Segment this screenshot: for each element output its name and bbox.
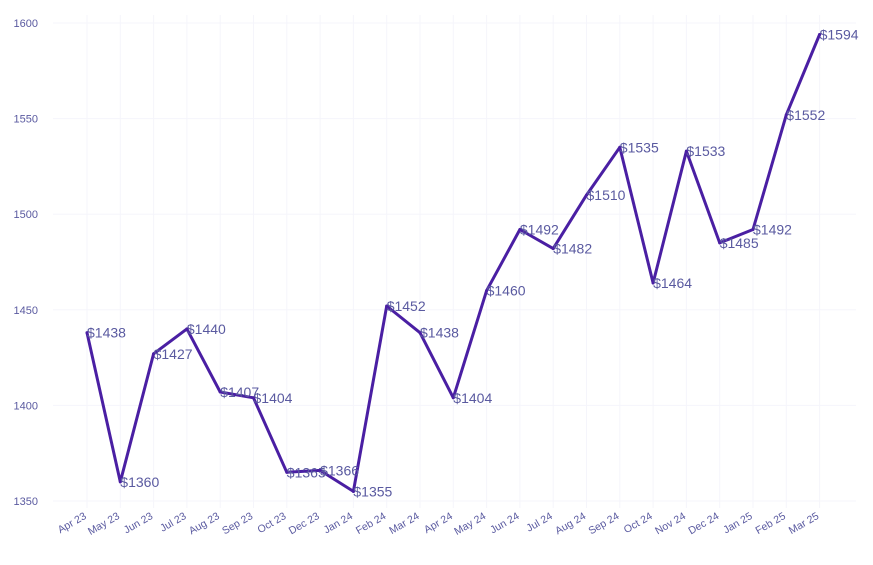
data-label: $1510	[587, 187, 626, 203]
x-tick-label: Jan 24	[322, 510, 355, 536]
data-label: $1452	[387, 298, 426, 314]
x-tick-label: Sep 23	[220, 510, 255, 537]
data-point	[385, 304, 389, 308]
y-tick-label: 1550	[14, 114, 38, 126]
x-tick-label: Mar 24	[387, 510, 421, 537]
x-tick-label: Jul 23	[158, 510, 188, 534]
grid-lines	[53, 15, 856, 508]
data-point	[618, 145, 622, 149]
data-label: $1404	[254, 390, 293, 406]
data-point	[318, 468, 322, 472]
data-label: $1438	[87, 325, 126, 341]
data-label: $1365	[287, 464, 326, 480]
data-label: $1482	[553, 241, 592, 257]
x-tick-label: Dec 23	[287, 510, 322, 537]
data-point	[252, 396, 255, 400]
y-tick-label: 1450	[14, 305, 38, 317]
data-label: $1360	[120, 474, 159, 490]
data-point	[218, 390, 222, 394]
data-point	[651, 281, 655, 285]
data-point	[418, 331, 422, 335]
data-point	[118, 480, 122, 484]
data-point	[818, 32, 822, 36]
data-point	[551, 247, 555, 251]
x-tick-label: Mar 25	[787, 510, 821, 537]
x-tick-label: Aug 23	[187, 510, 222, 537]
x-tick-label: Jan 25	[721, 510, 754, 536]
x-tick-label: Sep 24	[586, 510, 621, 537]
data-label: $1460	[487, 283, 526, 299]
x-tick-label: Oct 24	[622, 510, 655, 536]
data-label: $1552	[786, 107, 825, 123]
x-tick-label: Nov 24	[653, 510, 688, 537]
data-point	[684, 149, 688, 153]
data-label: $1492	[520, 221, 559, 237]
data-labels: $1438$1360$1427$1440$1407$1404$1365$1366…	[85, 26, 859, 499]
x-tick-label: Apr 23	[56, 510, 89, 536]
x-tick-label: Aug 24	[553, 510, 588, 537]
data-label: $1594	[820, 26, 859, 42]
x-tick-label: Oct 23	[256, 510, 289, 536]
data-label: $1438	[420, 325, 459, 341]
x-tick-label: Jun 24	[488, 510, 521, 536]
data-point	[585, 193, 588, 197]
x-tick-label: Apr 24	[422, 510, 455, 536]
x-tick-label: Feb 24	[354, 510, 388, 537]
data-point	[285, 470, 289, 474]
y-axis: 1350 1400 1450 1500 1550 1600	[14, 18, 38, 508]
data-point	[451, 396, 455, 400]
data-point	[85, 331, 89, 335]
y-tick-label: 1500	[14, 209, 38, 221]
y-tick-label: 1350	[14, 496, 38, 508]
data-point	[152, 352, 156, 356]
data-label: $1464	[653, 275, 692, 291]
data-label: $1404	[453, 390, 492, 406]
y-tick-label: 1600	[14, 18, 38, 30]
data-label: $1492	[753, 221, 792, 237]
data-point	[784, 113, 788, 117]
x-tick-label: Feb 25	[753, 510, 787, 537]
data-point	[751, 227, 755, 231]
data-label: $1535	[620, 139, 659, 155]
data-label: $1355	[353, 483, 392, 499]
y-tick-label: 1400	[14, 400, 38, 412]
x-tick-label: Jul 24	[524, 510, 554, 534]
data-label: $1440	[187, 321, 226, 337]
data-label: $1407	[220, 384, 259, 400]
data-label: $1533	[686, 143, 725, 159]
x-tick-label: Jun 23	[122, 510, 155, 536]
data-point	[518, 227, 522, 231]
x-tick-label: Dec 24	[686, 510, 721, 537]
data-label: $1366	[320, 462, 359, 478]
data-point	[485, 289, 489, 293]
x-tick-label: May 23	[86, 510, 122, 538]
data-label: $1485	[720, 235, 759, 251]
data-point	[351, 489, 355, 493]
data-point	[718, 241, 722, 245]
x-tick-label: May 24	[452, 510, 488, 538]
data-point	[185, 327, 189, 331]
data-label: $1427	[154, 346, 193, 362]
